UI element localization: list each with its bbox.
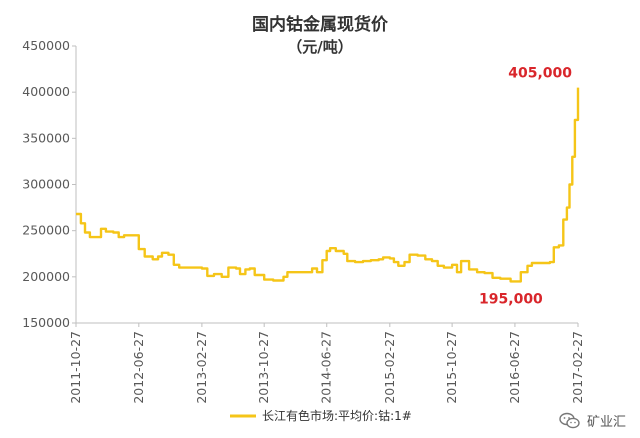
y-tick-label: 450000	[22, 38, 70, 53]
x-tick-label: 2013-10-27	[256, 331, 271, 404]
watermark-text: 矿业汇	[586, 415, 626, 430]
y-tick-labels: 150000 200000 250000 300000 350000 400000 4500…	[22, 38, 70, 330]
x-tick-labels: 2011-10-27 2012-06-27 2013-02-27 2013-10-27…	[68, 331, 585, 404]
chart-title: 国内钴金属现货价	[252, 14, 389, 35]
x-tick-label: 2015-10-27	[444, 331, 459, 404]
annotation-min: 195,000	[479, 291, 543, 307]
annotation-max: 405,000	[508, 66, 572, 82]
x-tick-label: 2014-06-27	[319, 331, 334, 404]
x-tick-label: 2016-06-27	[507, 331, 522, 404]
x-tick-label: 2013-02-27	[194, 331, 209, 404]
y-tick-label: 350000	[22, 130, 70, 145]
watermark: 矿业汇	[559, 411, 626, 430]
legend[interactable]: 长江有色市场:平均价:钴:1#	[230, 408, 412, 423]
plot-area	[76, 87, 580, 283]
series-line	[76, 87, 580, 283]
y-tick-label: 150000	[22, 315, 70, 330]
y-tick-label: 300000	[22, 177, 70, 192]
chart-subtitle: （元/吨）	[287, 38, 352, 56]
y-tick-label: 400000	[22, 84, 70, 99]
x-tick-label: 2011-10-27	[68, 331, 83, 404]
axes	[72, 45, 579, 327]
y-tick-label: 200000	[22, 269, 70, 284]
annotations: 405,000 195,000	[479, 66, 572, 308]
legend-label: 长江有色市场:平均价:钴:1#	[262, 408, 412, 423]
x-tick-label: 2017-02-27	[570, 331, 585, 404]
wechat-icon	[559, 412, 581, 430]
x-tick-label: 2012-06-27	[131, 331, 146, 404]
x-tick-label: 2015-02-27	[382, 331, 397, 404]
y-tick-label: 250000	[22, 223, 70, 238]
